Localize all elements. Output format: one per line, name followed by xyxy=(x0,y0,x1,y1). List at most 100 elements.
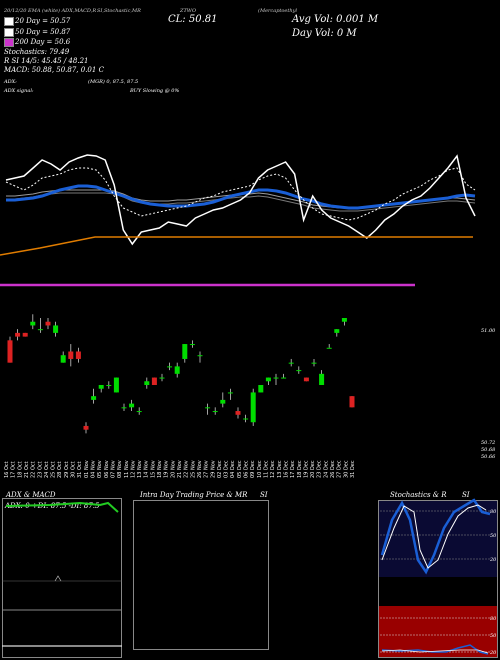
candle-body xyxy=(174,366,180,374)
date-tick-label: 16 Oct xyxy=(4,461,10,478)
candle-body xyxy=(136,411,142,413)
date-tick-label: 24 Dec xyxy=(323,460,329,478)
date-tick-label: 04 Dec xyxy=(230,460,236,478)
price-axis-top: 51.00 xyxy=(481,328,496,334)
ema50-label: 50 Day = 50.87 xyxy=(15,28,71,36)
candle-body xyxy=(212,411,218,413)
candle-body xyxy=(265,377,271,382)
date-tick-label: 21 Nov xyxy=(177,460,183,478)
date-tick-label: 10 Dec xyxy=(257,460,263,478)
adx-signal-label: ADX signal: xyxy=(4,88,34,94)
date-tick-label: 17 Dec xyxy=(290,460,296,478)
buy-signal: BUY Slowing @ 0% xyxy=(130,88,180,94)
candle-body xyxy=(37,329,43,331)
ema200-swatch xyxy=(4,38,14,47)
stoch-tick-20: 20 xyxy=(490,557,497,563)
date-tick-label: 05 Dec xyxy=(237,460,243,478)
ema-envelope-line xyxy=(6,192,476,212)
ema50-swatch xyxy=(4,28,14,37)
date-tick-label: 13 Dec xyxy=(277,460,283,478)
date-tick-label: 05 Nov xyxy=(97,460,103,478)
stoch-tick-50: 50 xyxy=(490,533,497,539)
ema20-line xyxy=(5,154,476,246)
ticker-label: ZTWO xyxy=(180,8,197,14)
stochastics-value: Stochastics: 79.49 xyxy=(4,48,70,56)
stoch-background xyxy=(379,501,497,577)
date-tick-label: 29 Oct xyxy=(64,461,70,478)
candle-body xyxy=(311,362,317,364)
candle-body xyxy=(68,351,74,359)
date-tick-label: 24 Oct xyxy=(44,461,50,478)
candle-body xyxy=(250,392,256,423)
date-tick-label: 27 Dec xyxy=(337,460,343,478)
date-tick-label: 16 Dec xyxy=(283,460,289,478)
date-tick-label: 18 Dec xyxy=(297,460,303,478)
candle-body xyxy=(258,385,264,393)
date-tick-label: 19 Nov xyxy=(164,460,170,478)
date-tick-label: 28 Oct xyxy=(57,461,63,478)
close-price: CL: 50.81 xyxy=(168,14,218,25)
date-tick-label: 01 Nov xyxy=(84,460,90,478)
candle-body xyxy=(113,377,119,393)
mr-panel-title: Intra Day Trading Price & MR xyxy=(140,491,248,499)
long-ema-line xyxy=(0,236,473,256)
candle-body xyxy=(349,396,355,408)
candle-body xyxy=(281,377,287,379)
date-tick-label: 25 Nov xyxy=(190,460,196,478)
date-tick-label: 20 Nov xyxy=(170,460,176,478)
date-tick-label: 15 Nov xyxy=(150,460,156,478)
stoch-k-line xyxy=(380,498,491,575)
candle-body xyxy=(53,325,59,333)
rsi-tick-20: 20 xyxy=(490,650,497,656)
stoch-si-title: SI xyxy=(462,491,470,499)
date-tick-label: 26 Nov xyxy=(197,460,203,478)
ema50-line xyxy=(6,184,476,210)
date-tick-label: 13 Nov xyxy=(137,460,143,478)
date-tick-label: 07 Nov xyxy=(110,460,116,478)
ema200-label: 200 Day = 50.6 xyxy=(15,38,71,46)
date-tick-label: 17 Oct xyxy=(11,461,17,478)
date-tick-label: 25 Oct xyxy=(51,461,57,478)
adx-panel-title: ADX & MACD xyxy=(6,491,56,499)
candle-body xyxy=(167,366,173,368)
date-tick-label: 19 Dec xyxy=(303,460,309,478)
adx-label: ADX: xyxy=(4,79,17,85)
date-tick-label: 18 Nov xyxy=(157,460,163,478)
candle-body xyxy=(91,396,97,400)
avg-volume: Avg Vol: 0.001 M xyxy=(292,14,379,25)
indicator-list: SI,Stochastic,MR xyxy=(97,8,141,14)
date-tick-label: 03 Dec xyxy=(224,460,230,478)
adx-mgr: (MGR) 0, 87.5, 87.5 xyxy=(88,79,139,85)
rsi-background xyxy=(379,606,497,657)
date-tick-label: 30 Oct xyxy=(71,461,77,478)
date-tick-label: 12 Nov xyxy=(130,460,136,478)
date-tick-label: 22 Nov xyxy=(184,460,190,478)
candle-body xyxy=(197,355,203,357)
candle-body xyxy=(7,340,13,363)
candle-body xyxy=(182,344,188,359)
date-tick-label: 09 Dec xyxy=(250,460,256,478)
date-tick-label: 23 Oct xyxy=(37,461,43,478)
date-tick-label: 26 Dec xyxy=(330,460,336,478)
candle-body xyxy=(334,329,340,333)
ema20-swatch xyxy=(4,17,14,26)
date-tick-label: 11 Nov xyxy=(124,460,130,478)
day-volume: Day Vol: 0 M xyxy=(292,28,357,39)
candle-body xyxy=(30,321,36,326)
candle-body xyxy=(45,321,51,326)
candle-body xyxy=(220,399,226,404)
candle-body xyxy=(227,392,233,394)
date-tick-label: 08 Nov xyxy=(117,460,123,478)
date-tick-label: 22 Oct xyxy=(31,461,37,478)
date-tick-label: 18 Oct xyxy=(17,461,23,478)
candle-body xyxy=(75,351,81,359)
date-tick-label: 04 Nov xyxy=(91,460,97,478)
company-name: (Mercaptoethyl xyxy=(258,8,298,14)
candle-body xyxy=(106,385,112,386)
adx-plus-di-line xyxy=(5,501,119,513)
candle-body xyxy=(243,418,249,420)
adx-macd-panel xyxy=(2,498,122,658)
price-axis-label-3: 50.66 xyxy=(481,454,496,460)
adx-marker xyxy=(54,575,62,582)
